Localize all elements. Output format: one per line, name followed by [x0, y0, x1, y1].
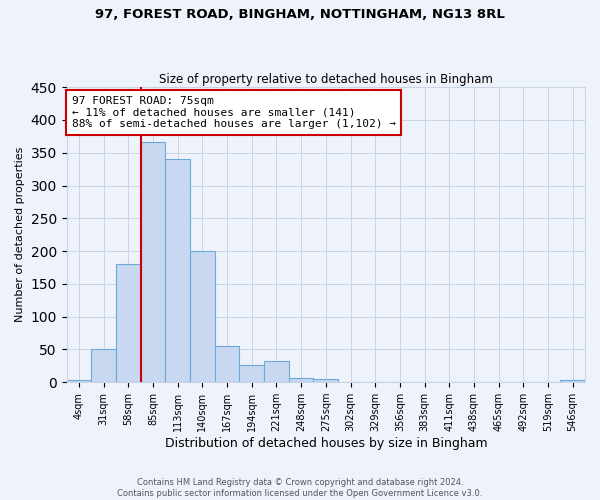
- Bar: [91, 350, 116, 382]
- X-axis label: Distribution of detached houses by size in Bingham: Distribution of detached houses by size …: [164, 437, 487, 450]
- Bar: [215, 346, 239, 382]
- Title: Size of property relative to detached houses in Bingham: Size of property relative to detached ho…: [159, 73, 493, 86]
- Bar: [190, 251, 215, 382]
- Bar: [141, 142, 166, 382]
- Bar: [67, 380, 91, 382]
- Text: Contains HM Land Registry data © Crown copyright and database right 2024.
Contai: Contains HM Land Registry data © Crown c…: [118, 478, 482, 498]
- Bar: [116, 264, 141, 382]
- Bar: [264, 360, 289, 382]
- Text: 97 FOREST ROAD: 75sqm
← 11% of detached houses are smaller (141)
88% of semi-det: 97 FOREST ROAD: 75sqm ← 11% of detached …: [72, 96, 396, 129]
- Bar: [560, 380, 585, 382]
- Bar: [239, 365, 264, 382]
- Text: 97, FOREST ROAD, BINGHAM, NOTTINGHAM, NG13 8RL: 97, FOREST ROAD, BINGHAM, NOTTINGHAM, NG…: [95, 8, 505, 20]
- Bar: [313, 379, 338, 382]
- Bar: [166, 160, 190, 382]
- Y-axis label: Number of detached properties: Number of detached properties: [15, 147, 25, 322]
- Bar: [289, 378, 313, 382]
